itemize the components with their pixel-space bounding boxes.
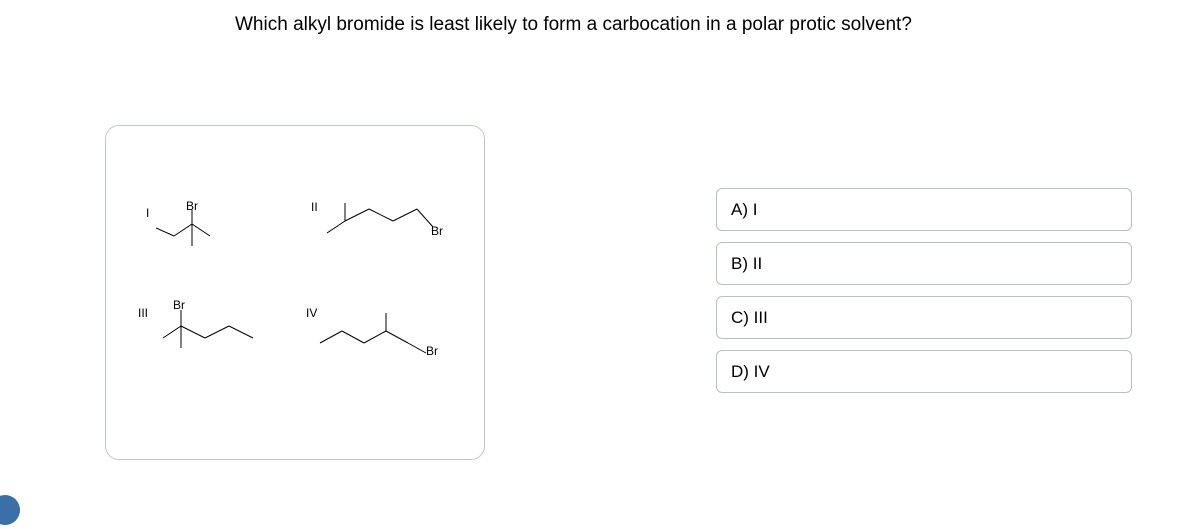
answer-option-b[interactable]: B) II: [716, 242, 1132, 285]
structure-label-2: II: [311, 200, 318, 214]
answer-option-c[interactable]: C) III: [716, 296, 1132, 339]
answer-option-a[interactable]: A) I: [716, 188, 1132, 231]
answer-option-d[interactable]: D) IV: [716, 350, 1132, 393]
structures-panel: I Br II Br: [105, 125, 485, 460]
structure-2: [321, 201, 441, 256]
structure-label-3: III: [138, 306, 148, 320]
structure-label-1: I: [146, 206, 149, 220]
structure-3: [151, 306, 281, 371]
nav-bubble[interactable]: [0, 495, 20, 525]
question-text: Which alkyl bromide is least likely to f…: [235, 14, 912, 36]
answer-list: A) I B) II C) III D) IV: [716, 188, 1132, 404]
structure-1: [156, 206, 246, 266]
structure-4: [316, 311, 436, 371]
